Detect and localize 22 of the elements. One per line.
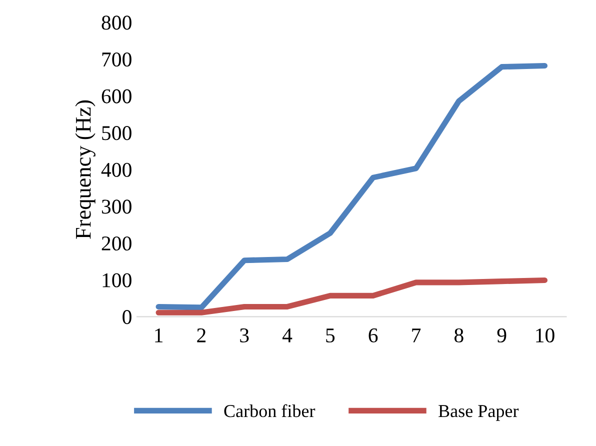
y-tick-label: 0	[122, 310, 132, 324]
x-tick-label: 5	[326, 328, 335, 342]
y-tick-label: 200	[102, 236, 132, 251]
x-tick-label: 1	[155, 328, 162, 342]
y-tick-label: 100	[102, 273, 132, 288]
y-tick-label: 600	[102, 89, 132, 104]
x-tick-label: 2	[197, 328, 206, 342]
x-tick-label: 9	[497, 328, 506, 342]
y-tick-label: 700	[102, 52, 132, 67]
x-tick-label: 10	[536, 328, 554, 342]
x-tick-label: 7	[412, 328, 421, 342]
legend-label: Base Paper	[438, 405, 519, 421]
y-tick-label: 400	[101, 162, 132, 177]
x-tick-label: 4	[282, 328, 292, 342]
x-tick-label: 8	[454, 328, 464, 342]
y-axis-title: Frequency (Hz)	[75, 100, 96, 239]
x-tick-label: 6	[368, 328, 378, 342]
y-tick-label: 800	[102, 16, 132, 30]
y-tick-label: 300	[102, 200, 132, 214]
x-tick-label: 3	[240, 328, 249, 342]
y-tick-label: 500	[102, 126, 132, 140]
legend-label: Carbon fiber	[224, 404, 316, 418]
